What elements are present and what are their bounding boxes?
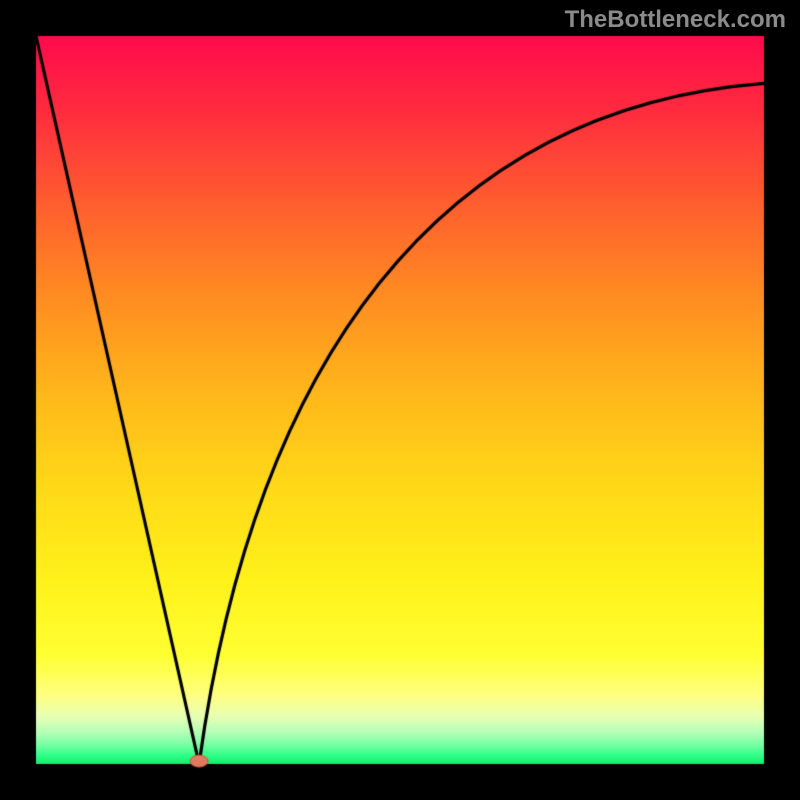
chart-stage: TheBottleneck.com <box>0 0 800 800</box>
bottleneck-chart-canvas <box>0 0 800 800</box>
